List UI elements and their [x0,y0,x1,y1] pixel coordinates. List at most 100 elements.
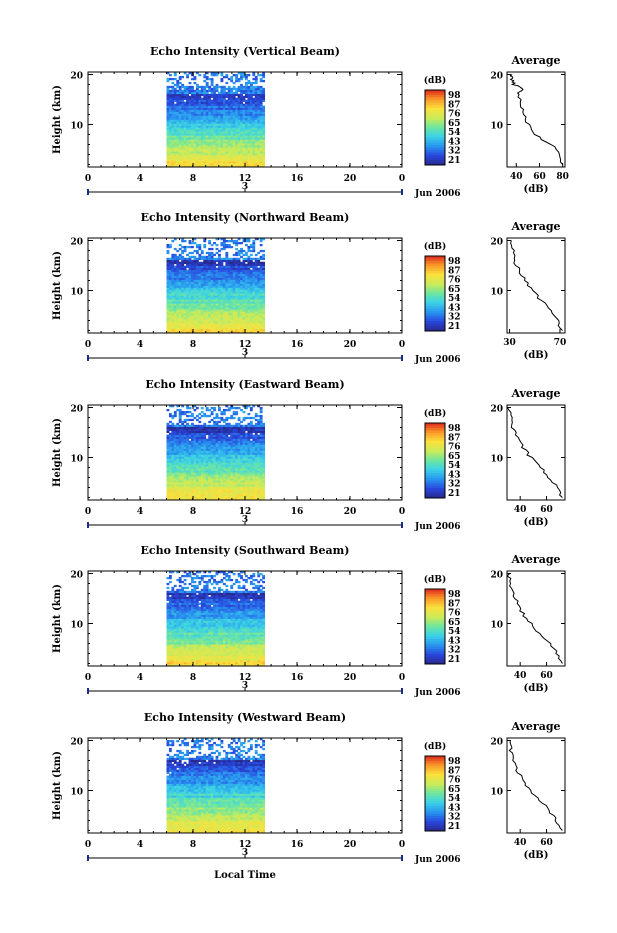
heatmap-cell [252,287,255,289]
heatmap-cell [208,305,211,307]
colorbar-tick-label: 21 [448,322,461,332]
profile-y-tick-label: 10 [490,122,503,132]
heatmap-cell [228,474,231,476]
colorbar-swatch [425,150,445,153]
heatmap-cell [228,443,231,445]
heatmap-cell [245,102,248,104]
heatmap-cell [230,260,233,262]
heatmap-cell [250,466,253,468]
heatmap-cell [247,129,250,131]
heatmap-cell [191,131,194,133]
heatmap-cell [211,155,214,157]
heatmap-cell [233,282,236,284]
heatmap-cell [186,486,189,488]
heatmap-cell [184,248,187,250]
heatmap-cell [206,321,209,323]
heatmap-cell [211,295,214,297]
heatmap-cell [191,120,194,122]
heatmap-cell [189,270,192,272]
heatmap-cell [238,287,241,289]
heatmap-cell [230,321,233,323]
heatmap-cell [238,476,241,478]
heatmap-cell [179,482,182,484]
heatmap-cell [216,161,219,163]
heatmap-cell [252,272,255,274]
heatmap-cell [220,112,223,114]
heatmap-cell [184,272,187,274]
heatmap-cell [255,272,258,274]
heatmap-cell [223,268,226,270]
heatmap-cell [220,161,223,163]
heatmap-cell [167,149,170,151]
heatmap-cell [257,159,260,161]
heatmap-cell [211,484,214,486]
heatmap-cell [245,86,248,88]
heatmap-cell [198,157,201,159]
heatmap-cell [257,163,260,165]
heatmap-cell [240,88,243,90]
heatmap-cell [260,299,263,301]
heatmap-cell [198,291,201,293]
heatmap-cell [233,141,236,143]
heatmap-cell [171,106,174,108]
heatmap-cell [245,456,248,458]
heatmap-cell [247,112,250,114]
heatmap-cell [223,240,226,242]
heatmap-cell [257,137,260,139]
heatmap-cell [201,439,204,441]
heatmap-cell [228,486,231,488]
heatmap-cell [235,482,238,484]
heatmap-cell [176,466,179,468]
heatmap-cell [223,242,226,244]
heatmap-cell [233,456,236,458]
heatmap-cell [171,303,174,305]
heatmap-cell [169,319,172,321]
heatmap-cell [196,155,199,157]
heatmap-cell [243,90,246,92]
heatmap-cell [191,96,194,98]
heatmap-cell [206,270,209,272]
heatmap-cell [225,240,228,242]
heatmap-cell [225,472,228,474]
heatmap-cell [169,163,172,165]
heatmap-cell [193,118,196,120]
heatmap-cell [203,125,206,127]
heatmap-cell [240,102,243,104]
heatmap-cell [245,472,248,474]
heatmap-cell [238,311,241,313]
heatmap-cell [169,149,172,151]
heatmap-cell [174,466,177,468]
heatmap-cell [235,492,238,494]
heatmap-cell [186,135,189,137]
heatmap-cell [230,161,233,163]
heatmap-cell [250,262,253,264]
heatmap-cell [201,143,204,145]
heatmap-cell [216,100,219,102]
heatmap-cell [191,315,194,317]
heatmap-cell [262,482,265,484]
heatmap-cell [233,92,236,94]
heatmap-cell [203,272,206,274]
heatmap-cell [186,484,189,486]
heatmap-cell [238,266,241,268]
heatmap-cell [240,297,243,299]
heatmap-cell [189,286,192,288]
heatmap-cell [201,135,204,137]
heatmap-cell [252,270,255,272]
heatmap-cell [238,297,241,299]
heatmap-cell [203,482,206,484]
heatmap-cell [220,104,223,106]
heatmap-cell [240,248,243,250]
heatmap-cell [247,299,250,301]
heatmap-cell [223,441,226,443]
heatmap-cell [228,266,231,268]
heatmap-cell [255,155,258,157]
heatmap-cell [191,106,194,108]
heatmap-cell [230,246,233,248]
heatmap-cell [247,149,250,151]
heatmap-cell [218,439,221,441]
heatmap-cell [243,482,246,484]
heatmap-cell [223,301,226,303]
heatmap-cell [252,82,255,84]
heatmap-cell [174,118,177,120]
